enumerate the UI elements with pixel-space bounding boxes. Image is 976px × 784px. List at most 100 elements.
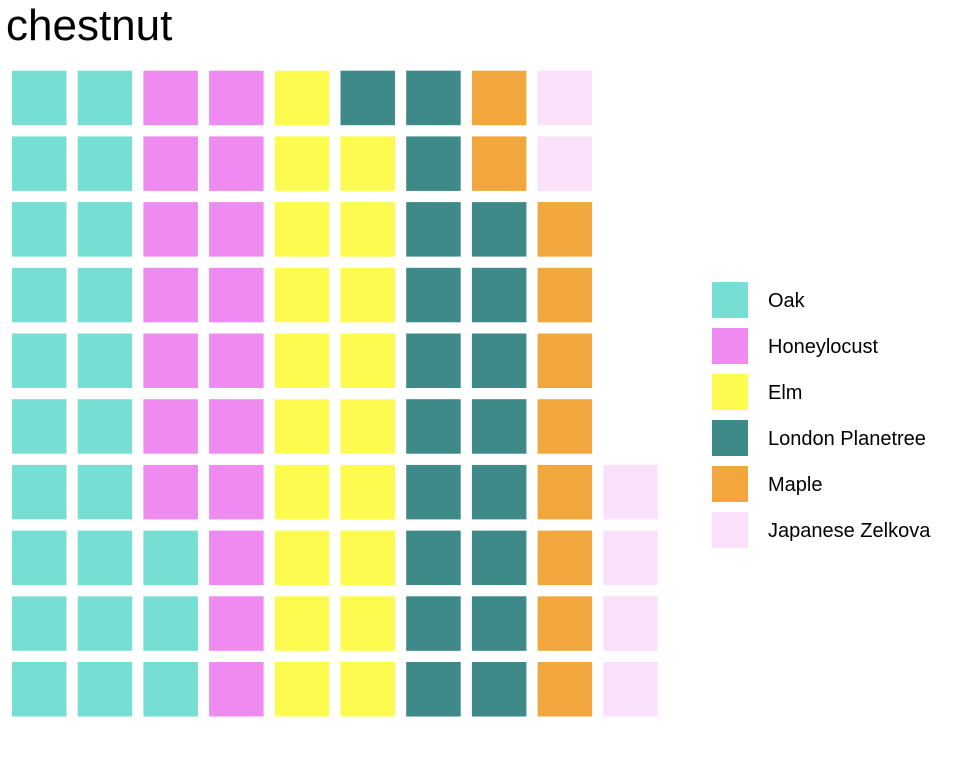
legend-key-japanese-zelkova	[712, 512, 748, 548]
waffle-cell-oak	[77, 267, 133, 323]
waffle-cell-london-planetree	[406, 662, 461, 717]
waffle-cell-london-planetree	[471, 399, 527, 454]
legend-label-london-planetree: London Planetree	[768, 428, 926, 450]
waffle-cell-elm	[340, 596, 395, 651]
legend-key-maple	[712, 466, 748, 502]
waffle-cell-elm	[274, 530, 330, 586]
waffle-cell-elm	[340, 530, 395, 586]
waffle-cell-elm	[274, 136, 330, 191]
waffle-cell-honeylocust	[209, 530, 264, 586]
legend: Oak Honeylocust Elm London Planetree Maple Ja…	[712, 282, 931, 548]
waffle-cell-oak	[77, 464, 133, 520]
waffle-cell-elm	[274, 333, 330, 388]
waffle-cell-maple	[537, 202, 593, 257]
waffle-cell-maple	[471, 70, 527, 126]
waffle-cell-elm	[340, 136, 395, 191]
waffle-cell-london-planetree	[471, 530, 527, 586]
waffle-cell-elm	[274, 70, 330, 126]
waffle-cell-london-planetree	[471, 267, 527, 323]
waffle-cell-honeylocust	[209, 333, 264, 388]
waffle-cell-honeylocust	[209, 70, 264, 126]
waffle-cell-oak	[143, 662, 198, 717]
waffle-cell-oak	[12, 530, 67, 586]
waffle-cell-elm	[340, 464, 395, 520]
waffle-cell-oak	[12, 464, 67, 520]
legend-label-japanese-zelkova: Japanese Zelkova	[768, 520, 931, 542]
waffle-cell-maple	[537, 596, 593, 651]
waffle-cell-honeylocust	[209, 662, 264, 717]
waffle-cell-elm	[274, 267, 330, 323]
waffle-cell-japanese-zelkova	[603, 464, 658, 520]
waffle-cell-london-planetree	[406, 202, 461, 257]
waffle-cell-elm	[274, 202, 330, 257]
legend-label-maple: Maple	[768, 474, 822, 496]
waffle-cell-oak	[12, 267, 67, 323]
waffle-cell-honeylocust	[209, 596, 264, 651]
waffle-cell-elm	[340, 333, 395, 388]
waffle-cell-oak	[12, 662, 67, 717]
waffle-cell-oak	[12, 70, 67, 126]
waffle-cell-london-planetree	[471, 464, 527, 520]
waffle-cell-oak	[77, 136, 133, 191]
waffle-cell-london-planetree	[406, 136, 461, 191]
waffle-cell-oak	[77, 662, 133, 717]
waffle-cell-london-planetree	[471, 662, 527, 717]
waffle-cell-london-planetree	[406, 596, 461, 651]
waffle-cell-maple	[471, 136, 527, 191]
waffle-cell-oak	[77, 399, 133, 454]
waffle-cell-elm	[274, 662, 330, 717]
waffle-cell-elm	[340, 662, 395, 717]
waffle-cell-maple	[537, 399, 593, 454]
legend-label-honeylocust: Honeylocust	[768, 336, 879, 358]
waffle-cell-london-planetree	[471, 202, 527, 257]
legend-label-elm: Elm	[768, 382, 802, 404]
waffle-cell-maple	[537, 464, 593, 520]
waffle-cell-london-planetree	[406, 267, 461, 323]
legend-key-elm	[712, 374, 748, 410]
waffle-cell-honeylocust	[209, 399, 264, 454]
waffle-cell-honeylocust	[143, 202, 198, 257]
waffle-cell-honeylocust	[143, 464, 198, 520]
waffle-cell-honeylocust	[143, 333, 198, 388]
waffle-cell-london-planetree	[406, 399, 461, 454]
waffle-cell-japanese-zelkova	[537, 136, 593, 191]
legend-key-london-planetree	[712, 420, 748, 456]
legend-label-oak: Oak	[768, 290, 806, 312]
waffle-cell-oak	[12, 202, 67, 257]
waffle-cell-elm	[274, 596, 330, 651]
waffle-cell-japanese-zelkova	[603, 530, 658, 586]
waffle-cell-maple	[537, 267, 593, 323]
waffle-cell-oak	[143, 596, 198, 651]
waffle-cell-maple	[537, 530, 593, 586]
waffle-cell-london-planetree	[406, 464, 461, 520]
waffle-cell-oak	[12, 596, 67, 651]
waffle-cell-maple	[537, 662, 593, 717]
waffle-cell-honeylocust	[143, 267, 198, 323]
waffle-cell-london-planetree	[406, 70, 461, 126]
waffle-cell-london-planetree	[471, 596, 527, 651]
waffle-cell-elm	[340, 399, 395, 454]
legend-key-oak	[712, 282, 748, 318]
waffle-cell-oak	[77, 202, 133, 257]
waffle-cell-oak	[12, 136, 67, 191]
waffle-cell-london-planetree	[471, 333, 527, 388]
waffle-cell-london-planetree	[406, 530, 461, 586]
waffle-cell-honeylocust	[209, 267, 264, 323]
waffle-cell-elm	[340, 202, 395, 257]
waffle-cell-london-planetree	[406, 333, 461, 388]
waffle-cell-japanese-zelkova	[603, 662, 658, 717]
waffle-cell-honeylocust	[143, 70, 198, 126]
waffle-cell-elm	[274, 399, 330, 454]
waffle-cell-oak	[77, 333, 133, 388]
legend-key-honeylocust	[712, 328, 748, 364]
waffle-cell-honeylocust	[209, 136, 264, 191]
waffle-cell-honeylocust	[209, 464, 264, 520]
waffle-cell-elm	[274, 464, 330, 520]
waffle-cell-elm	[340, 267, 395, 323]
waffle-cell-japanese-zelkova	[603, 596, 658, 651]
waffle-cell-honeylocust	[209, 202, 264, 257]
waffle-cell-oak	[143, 530, 198, 586]
waffle-cell-london-planetree	[340, 70, 395, 126]
waffle-cell-honeylocust	[143, 399, 198, 454]
